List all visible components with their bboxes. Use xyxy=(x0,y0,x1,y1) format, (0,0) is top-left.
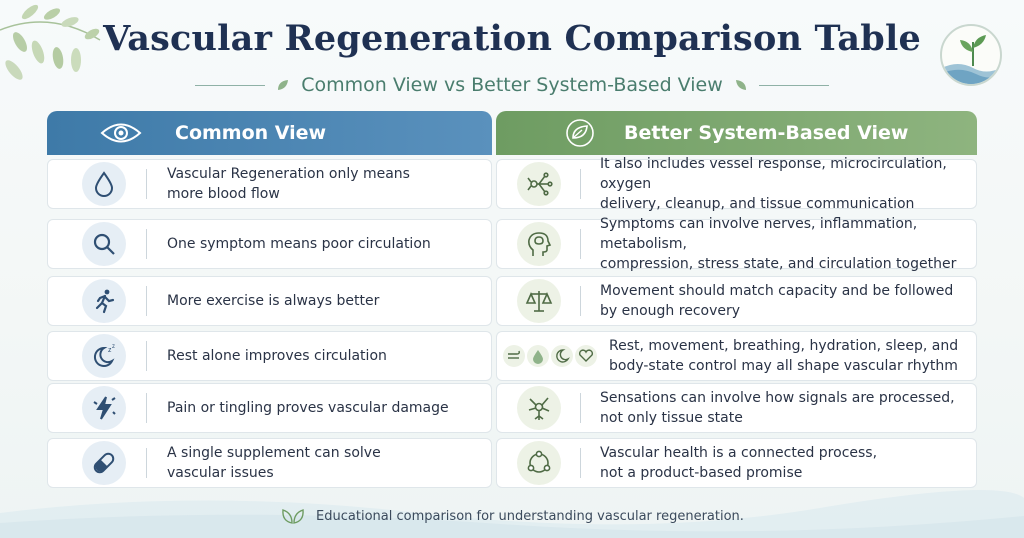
row-divider xyxy=(146,448,147,478)
row-divider xyxy=(580,286,581,316)
row-divider xyxy=(580,448,581,478)
water-drop-icon xyxy=(527,345,549,367)
leaf-branch-decoration xyxy=(0,4,101,80)
footer: Educational comparison for understanding… xyxy=(0,505,1024,527)
row-divider xyxy=(146,341,147,371)
better-view-text: Symptoms can involve nerves, inflammatio… xyxy=(600,216,957,272)
small-leaf-icon xyxy=(735,80,746,90)
small-leaf-icon xyxy=(278,80,289,90)
water-drop-icon xyxy=(82,162,126,206)
common-row-3: More exercise is always better xyxy=(47,276,492,326)
svg-text:z: z xyxy=(108,347,112,354)
svg-text:z: z xyxy=(112,344,115,350)
common-view-text: One symptom means poor circulation xyxy=(167,236,431,252)
better-view-text: It also includes vessel response, microc… xyxy=(600,156,947,212)
eye-icon xyxy=(99,118,143,148)
subtitle-divider-right xyxy=(758,84,829,86)
common-view-text: More exercise is always better xyxy=(167,293,380,309)
wind-icon xyxy=(503,345,525,367)
common-row-1: Vascular Regeneration only means more bl… xyxy=(47,159,492,209)
magnifier-icon xyxy=(82,222,126,266)
cycle-icon xyxy=(517,441,561,485)
row-divider xyxy=(580,393,581,423)
common-row-4: z z Rest alone improves circulation xyxy=(47,331,492,381)
wave-decoration xyxy=(0,490,1024,538)
subtitle-divider-left xyxy=(195,84,266,86)
better-view-text: Rest, movement, breathing, hydration, sl… xyxy=(609,338,959,374)
better-view-text: Vascular health is a connected process, … xyxy=(600,445,878,481)
row-divider xyxy=(146,393,147,423)
better-view-header: Better System-Based View xyxy=(496,111,977,155)
common-view-text: A single supplement can solve vascular i… xyxy=(167,445,381,481)
leaf-icon xyxy=(558,118,602,148)
better-row-6: Vascular health is a connected process, … xyxy=(496,438,977,488)
row-divider xyxy=(580,169,581,199)
leaves-icon xyxy=(282,509,304,524)
better-view-text: Movement should match capacity and be fo… xyxy=(600,283,954,319)
runner-icon xyxy=(82,279,126,323)
better-row-3: Movement should match capacity and be fo… xyxy=(496,276,977,326)
common-view-text: Vascular Regeneration only means more bl… xyxy=(167,166,410,202)
row-divider xyxy=(580,229,581,259)
row-divider xyxy=(146,229,147,259)
better-view-text: Sensations can involve how signals are p… xyxy=(600,390,955,426)
common-view-label: Common View xyxy=(175,122,327,144)
row-divider xyxy=(146,169,147,199)
wind-drop-moon-heart-icons xyxy=(503,345,597,367)
sleep-moon-icon: z z xyxy=(82,334,126,378)
heart-icon xyxy=(575,345,597,367)
better-view-label: Better System-Based View xyxy=(624,122,909,144)
common-view-text: Pain or tingling proves vascular damage xyxy=(167,400,449,416)
common-view-header: Common View xyxy=(47,111,492,155)
head-brain-icon xyxy=(517,222,561,266)
better-row-2: Symptoms can involve nerves, inflammatio… xyxy=(496,216,977,272)
neuron-icon xyxy=(517,386,561,430)
common-row-5: Pain or tingling proves vascular damage xyxy=(47,383,492,433)
better-row-1: It also includes vessel response, microc… xyxy=(496,156,977,212)
row-divider xyxy=(146,286,147,316)
lightning-icon xyxy=(82,386,126,430)
moon-icon xyxy=(551,345,573,367)
better-row-5: Sensations can involve how signals are p… xyxy=(496,383,977,433)
sprout-logo xyxy=(940,24,1002,86)
common-row-6: A single supplement can solve vascular i… xyxy=(47,438,492,488)
page-subtitle: Common View vs Better System-Based View xyxy=(301,74,723,96)
better-row-4: Rest, movement, breathing, hydration, sl… xyxy=(496,331,977,381)
footer-text: Educational comparison for understanding… xyxy=(316,508,744,524)
subtitle-row: Common View vs Better System-Based View xyxy=(0,72,1024,98)
common-view-text: Rest alone improves circulation xyxy=(167,348,387,364)
network-icon xyxy=(517,162,561,206)
common-row-2: One symptom means poor circulation xyxy=(47,219,492,269)
capsule-icon xyxy=(82,441,126,485)
page-title: Vascular Regeneration Comparison Table xyxy=(103,18,921,59)
balance-scale-icon xyxy=(517,279,561,323)
